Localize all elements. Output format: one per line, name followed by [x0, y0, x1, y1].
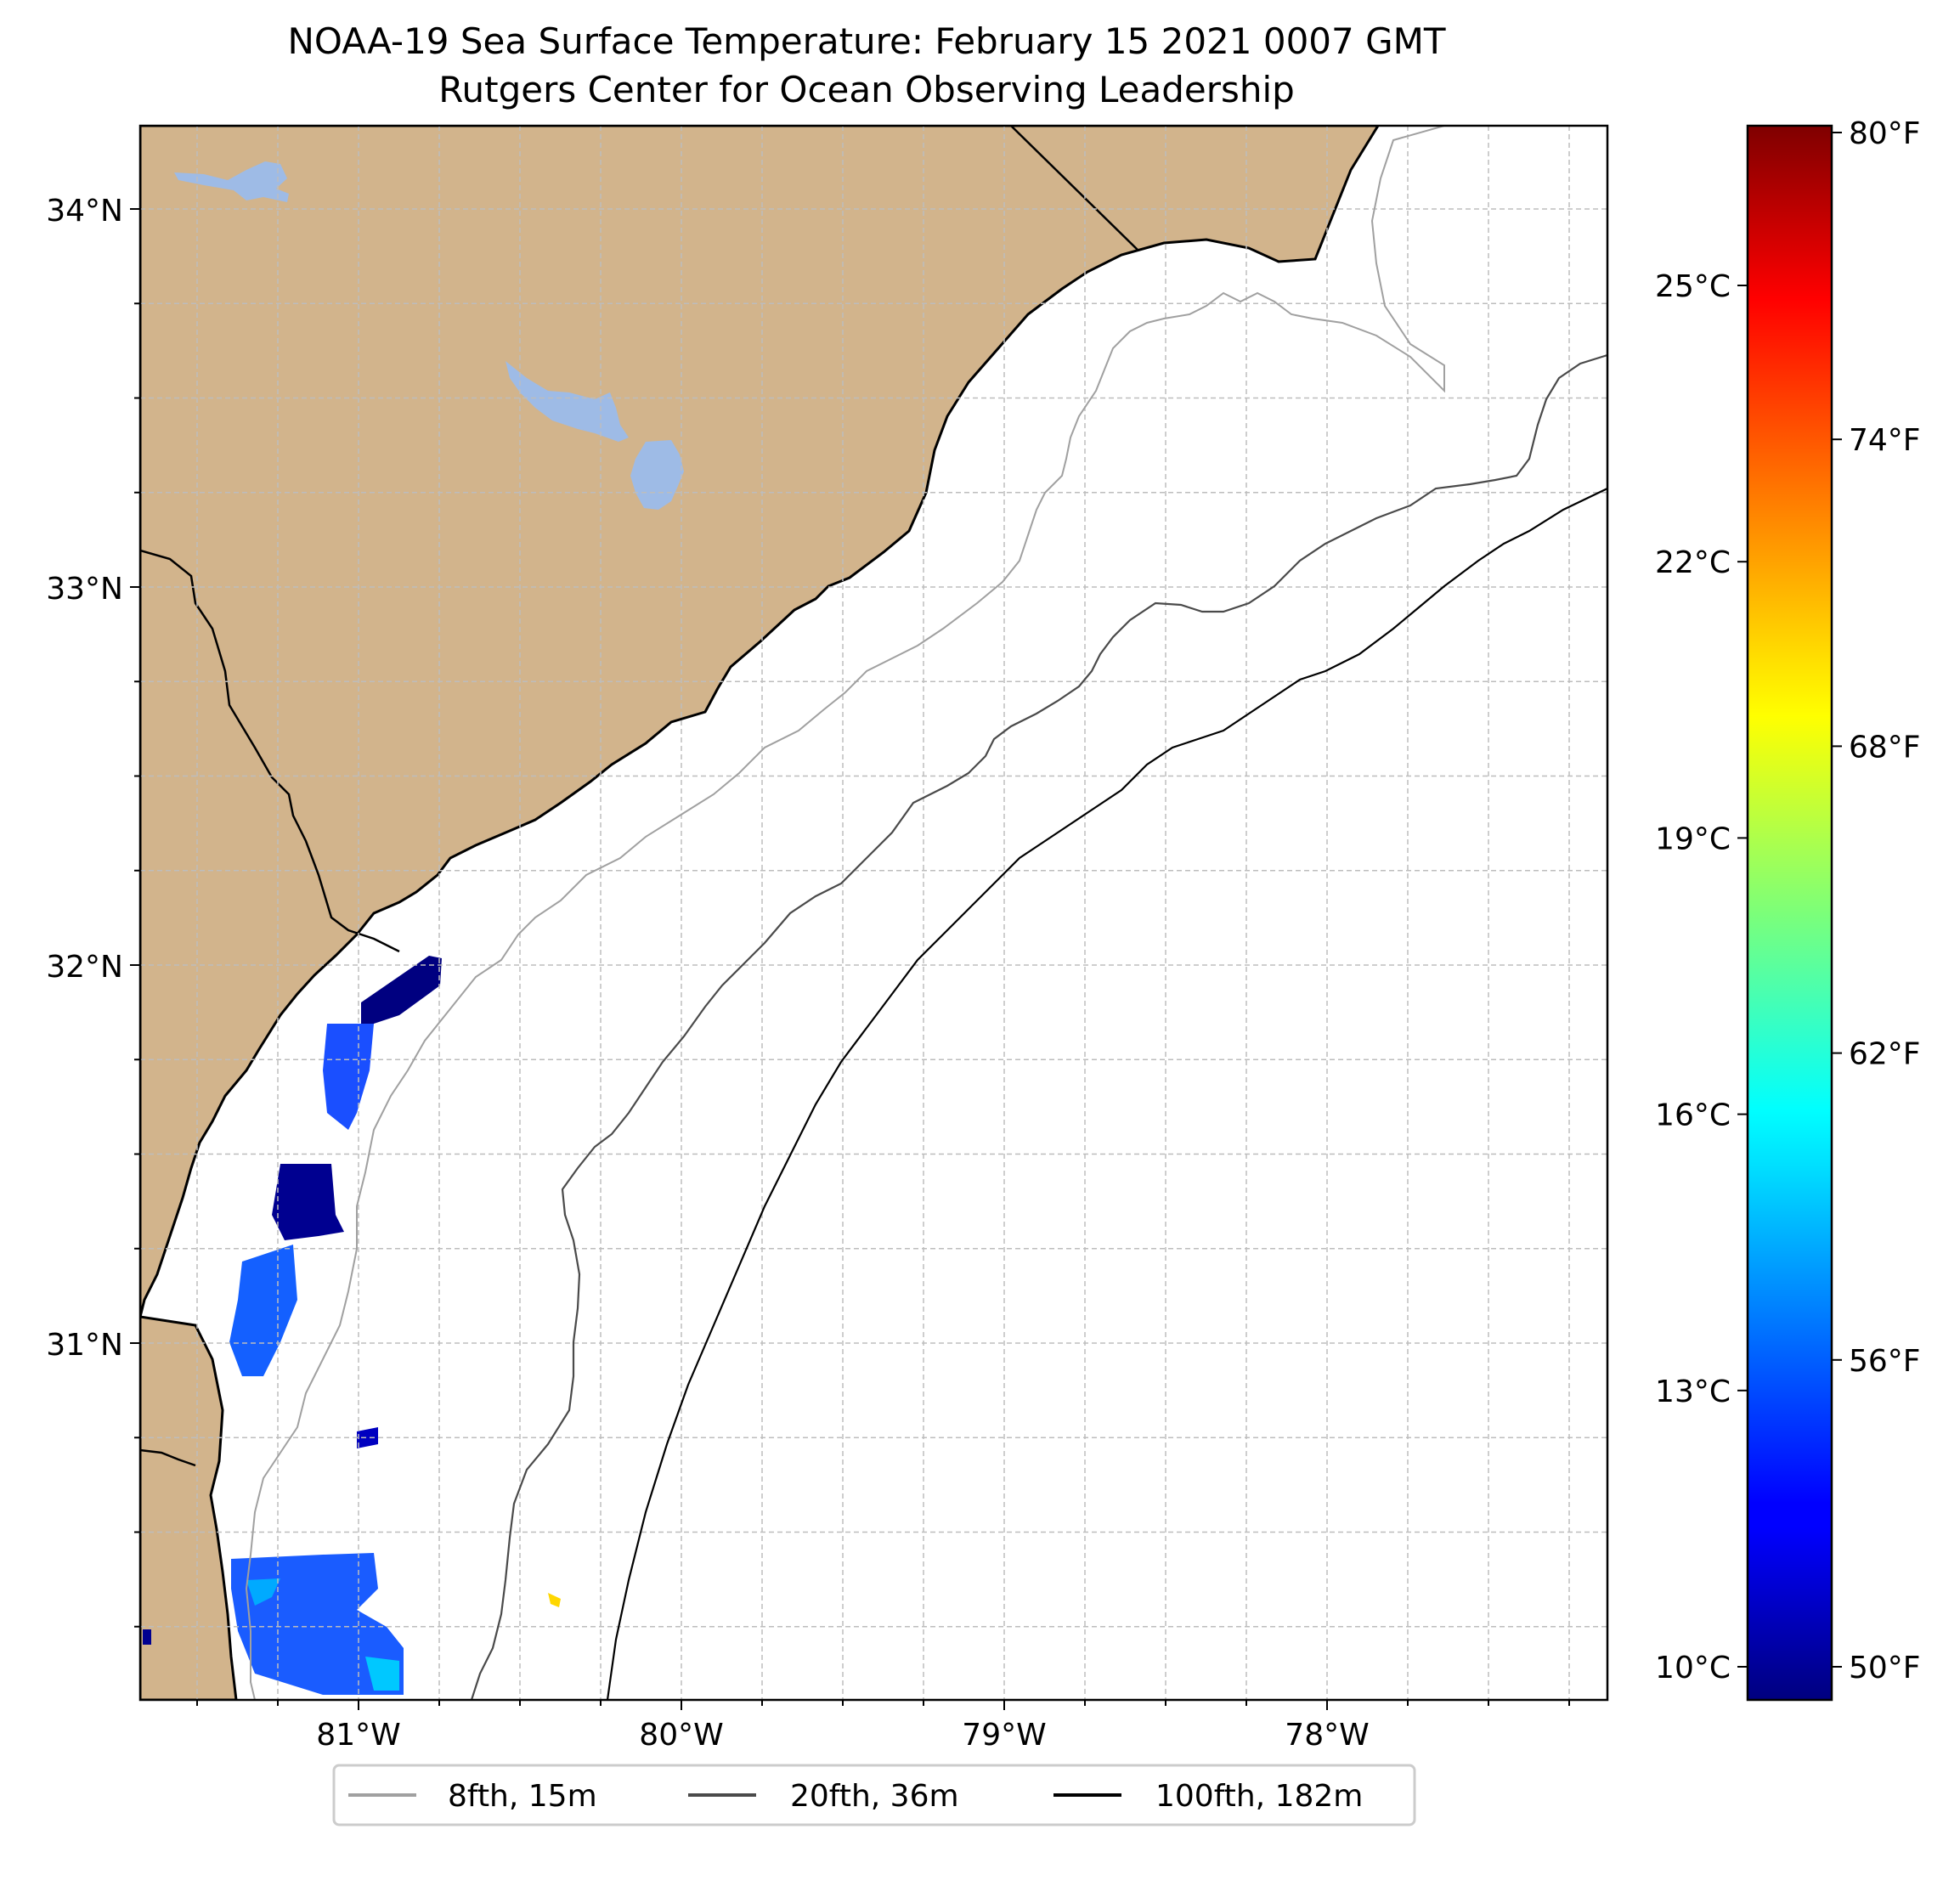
map-subtitle: Rutgers Center for Ocean Observing Leade… — [438, 69, 1295, 110]
sst-patch — [272, 1164, 344, 1240]
lon-tick-label: 78°W — [1285, 1718, 1369, 1753]
lat-tick-label: 31°N — [46, 1328, 123, 1363]
gridlines — [140, 126, 1607, 1700]
colorbar: 25°C 22°C 19°C 16°C 13°C 10°C 80°F 74°F 68°F 62°… — [1655, 116, 1921, 1702]
land — [140, 126, 1380, 1318]
colorbar-label-f: 56°F — [1849, 1344, 1921, 1379]
map-frame — [138, 124, 1609, 1702]
lake-1 — [174, 161, 289, 202]
sst-patch-cool — [246, 1578, 280, 1606]
land-south — [140, 1315, 238, 1700]
map-panel[interactable] — [140, 126, 1607, 1700]
colorbar-label-c: 22°C — [1655, 545, 1731, 580]
colorbar-label-c: 13°C — [1655, 1375, 1731, 1409]
sst-patch — [361, 956, 442, 1028]
state-border-2 — [140, 549, 400, 953]
colorbar-label-f: 80°F — [1849, 116, 1921, 151]
contour-8fth — [245, 126, 1445, 1700]
longitude-axis: 81°W 80°W 79°W 78°W — [196, 1700, 1570, 1753]
sst-patch — [357, 1427, 378, 1448]
colorbar-label-f: 50°F — [1849, 1651, 1921, 1685]
colorbar-label-c: 10°C — [1655, 1651, 1731, 1685]
colorbar-gradient — [1746, 124, 1833, 1702]
sst-patch-warm — [548, 1593, 561, 1607]
lon-tick-label: 81°W — [316, 1718, 400, 1753]
lon-tick-label: 79°W — [962, 1718, 1046, 1753]
colorbar-fahrenheit-ticks: 80°F 74°F 68°F 62°F 56°F 50°F — [1832, 116, 1921, 1685]
legend-label-8fth: 8fth, 15m — [448, 1779, 597, 1814]
colorbar-label-c: 16°C — [1655, 1098, 1731, 1133]
lat-tick-label: 34°N — [46, 194, 123, 229]
colorbar-label-f: 62°F — [1849, 1037, 1921, 1072]
state-border-3 — [140, 1448, 196, 1467]
lake-2 — [506, 361, 629, 442]
contour-100fth — [606, 488, 1607, 1700]
colorbar-label-f: 74°F — [1849, 423, 1921, 458]
lon-tick-label: 80°W — [639, 1718, 723, 1753]
latitude-axis: 34°N 33°N 32°N 31°N — [46, 194, 140, 1628]
map-title: NOAA-19 Sea Surface Temperature: Februar… — [287, 20, 1445, 62]
legend-label-100fth: 100fth, 182m — [1155, 1779, 1363, 1814]
colorbar-label-f: 68°F — [1849, 730, 1921, 765]
legend: 8fth, 15m 20fth, 36m 100fth, 182m — [332, 1764, 1416, 1826]
lat-tick-label: 32°N — [46, 950, 123, 985]
colorbar-label-c: 25°C — [1655, 269, 1731, 304]
legend-box — [332, 1764, 1416, 1826]
sst-patch — [323, 1024, 374, 1130]
colorbar-celsius-ticks: 25°C 22°C 19°C 16°C 13°C 10°C — [1655, 269, 1748, 1685]
sst-patch-cool — [365, 1657, 399, 1691]
state-border — [1010, 126, 1139, 251]
colorbar-label-c: 19°C — [1655, 821, 1731, 856]
legend-label-20fth: 20fth, 36m — [790, 1779, 959, 1814]
sst-patch — [143, 1629, 151, 1645]
contour-20fth — [470, 353, 1607, 1700]
lat-tick-label: 33°N — [46, 572, 123, 607]
